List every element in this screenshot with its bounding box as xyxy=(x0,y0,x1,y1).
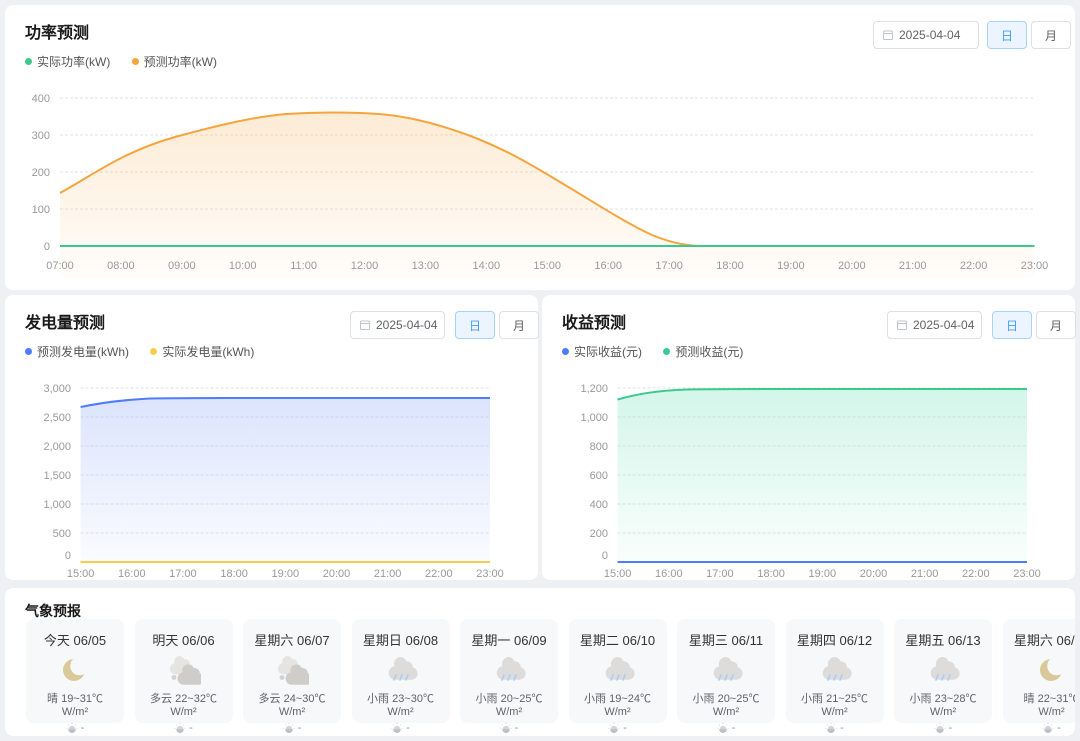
svg-text:13:00: 13:00 xyxy=(412,260,440,272)
svg-text:15:00: 15:00 xyxy=(67,568,95,580)
svg-text:17:00: 17:00 xyxy=(706,568,734,580)
svg-text:15:00: 15:00 xyxy=(604,568,632,580)
svg-text:1,000: 1,000 xyxy=(580,412,608,424)
svg-text:17:00: 17:00 xyxy=(169,568,197,580)
svg-text:0: 0 xyxy=(44,241,50,253)
svg-text:0: 0 xyxy=(65,550,71,562)
svg-text:1,500: 1,500 xyxy=(43,470,71,482)
svg-text:20:00: 20:00 xyxy=(323,568,351,580)
svg-text:100: 100 xyxy=(32,204,50,216)
svg-text:21:00: 21:00 xyxy=(374,568,402,580)
svg-text:07:00: 07:00 xyxy=(46,260,74,272)
svg-text:23:00: 23:00 xyxy=(476,568,504,580)
svg-text:1,000: 1,000 xyxy=(43,499,71,511)
svg-text:11:00: 11:00 xyxy=(290,260,317,272)
svg-text:21:00: 21:00 xyxy=(911,568,939,580)
svg-text:3,000: 3,000 xyxy=(43,383,71,395)
svg-text:200: 200 xyxy=(590,528,608,540)
svg-text:16:00: 16:00 xyxy=(655,568,683,580)
svg-text:200: 200 xyxy=(32,167,50,179)
svg-text:300: 300 xyxy=(32,130,50,142)
svg-text:22:00: 22:00 xyxy=(962,568,990,580)
svg-text:20:00: 20:00 xyxy=(838,260,866,272)
svg-text:19:00: 19:00 xyxy=(272,568,300,580)
svg-text:09:00: 09:00 xyxy=(168,260,196,272)
svg-text:10:00: 10:00 xyxy=(229,260,257,272)
svg-text:12:00: 12:00 xyxy=(351,260,379,272)
svg-text:16:00: 16:00 xyxy=(594,260,622,272)
svg-text:0: 0 xyxy=(602,550,608,562)
svg-text:16:00: 16:00 xyxy=(118,568,146,580)
svg-text:15:00: 15:00 xyxy=(533,260,561,272)
svg-text:18:00: 18:00 xyxy=(220,568,248,580)
svg-text:800: 800 xyxy=(590,441,608,453)
svg-text:08:00: 08:00 xyxy=(107,260,135,272)
svg-text:23:00: 23:00 xyxy=(1013,568,1041,580)
svg-text:500: 500 xyxy=(53,528,71,540)
svg-text:19:00: 19:00 xyxy=(777,260,805,272)
svg-text:18:00: 18:00 xyxy=(716,260,744,272)
svg-text:23:00: 23:00 xyxy=(1021,260,1049,272)
svg-text:400: 400 xyxy=(32,93,50,105)
svg-text:22:00: 22:00 xyxy=(425,568,453,580)
svg-text:19:00: 19:00 xyxy=(809,568,837,580)
svg-text:14:00: 14:00 xyxy=(473,260,501,272)
svg-text:18:00: 18:00 xyxy=(757,568,785,580)
svg-text:17:00: 17:00 xyxy=(655,260,683,272)
svg-text:1,200: 1,200 xyxy=(580,383,608,395)
svg-text:22:00: 22:00 xyxy=(960,260,988,272)
svg-text:2,000: 2,000 xyxy=(43,441,71,453)
svg-text:400: 400 xyxy=(590,499,608,511)
svg-text:21:00: 21:00 xyxy=(899,260,927,272)
svg-text:20:00: 20:00 xyxy=(860,568,888,580)
svg-text:600: 600 xyxy=(590,470,608,482)
svg-text:2,500: 2,500 xyxy=(43,412,71,424)
